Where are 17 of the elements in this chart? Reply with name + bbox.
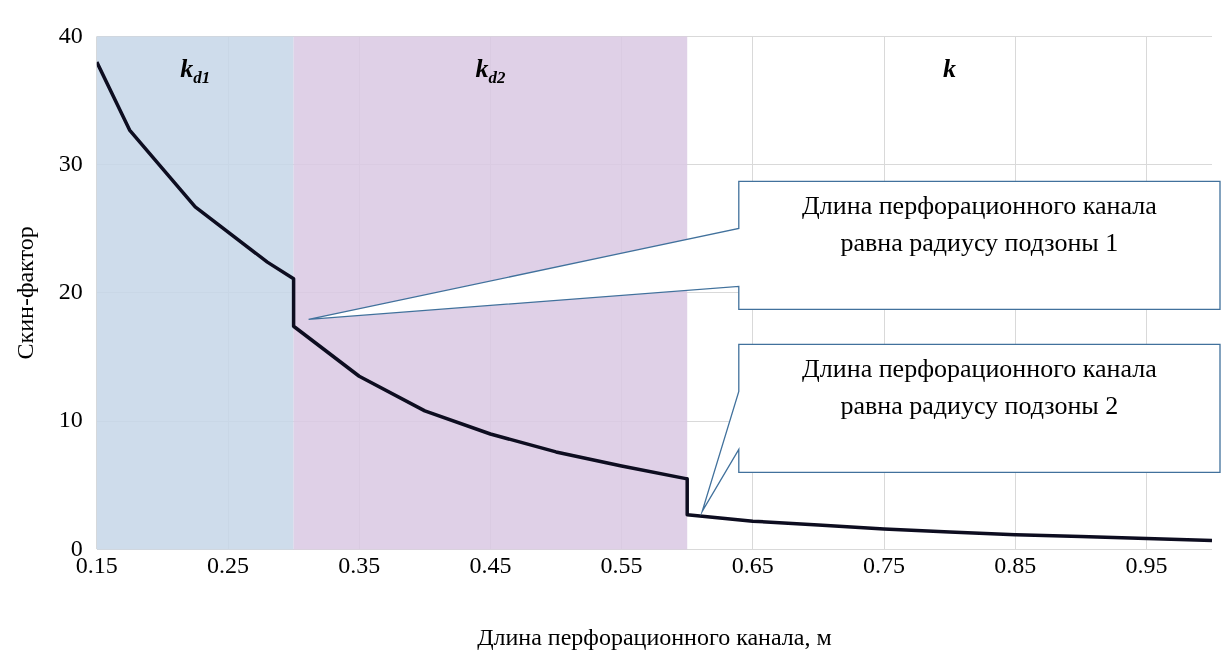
x-tick-label: 0.25	[207, 552, 249, 579]
x-tick-label: 0.35	[338, 552, 381, 579]
y-tick-label: 10	[58, 406, 83, 433]
x-tick-label: 0.85	[994, 552, 1037, 579]
annotation: Длина перфорационного канала равна радиусу подзоны 1	[802, 191, 1158, 258]
x-tick-label: 0.55	[600, 552, 643, 579]
y-axis-title: Скин-фактор	[11, 226, 38, 360]
x-tick-label: 0.75	[863, 552, 905, 579]
x-axis-title: Длина перфорационного канала, м	[477, 623, 832, 650]
annotation: Длина перфорационного канала равна радиусу подзоны 2	[802, 354, 1158, 421]
x-tick-label: 0.45	[469, 552, 512, 579]
y-tick-label: 30	[58, 149, 83, 176]
x-tick-label: 0.65	[731, 552, 774, 579]
annotation: k	[943, 54, 957, 84]
y-tick-label: 40	[58, 21, 83, 48]
x-tick-label: 0.95	[1125, 552, 1168, 579]
y-tick-label: 20	[58, 278, 83, 305]
